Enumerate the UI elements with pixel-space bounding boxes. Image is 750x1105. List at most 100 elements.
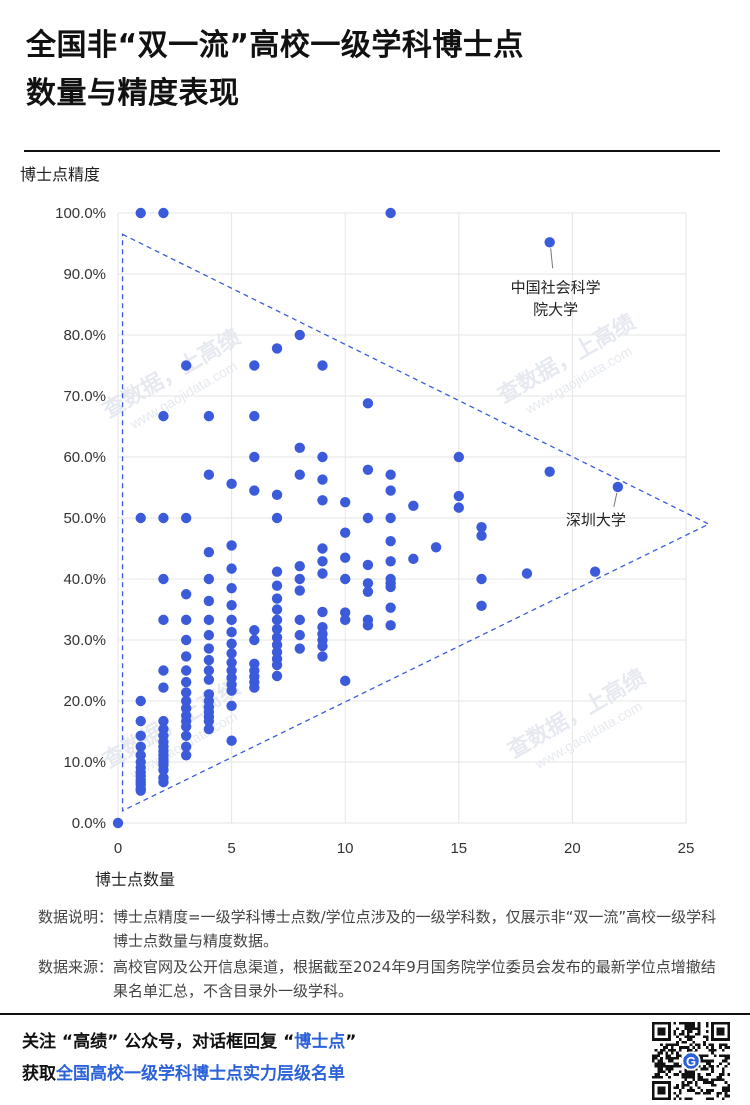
data-point: [362, 464, 374, 476]
data-point: [271, 489, 283, 501]
data-point: [385, 207, 396, 219]
data-point: [271, 639, 283, 651]
data-point: [203, 665, 215, 676]
note-description-label: 数据说明：: [38, 908, 114, 926]
title-block: 全国非“双一流”高校一级学科博士点 数量与精度表现: [26, 22, 716, 118]
data-point: [294, 560, 305, 572]
data-point: [203, 546, 215, 558]
data-point: [340, 675, 351, 687]
data-point: [385, 485, 396, 496]
y-tick-label: 90.0%: [63, 266, 106, 283]
data-point: [362, 578, 374, 589]
x-axis-title: 博士点数量: [95, 871, 175, 889]
data-point: [249, 410, 260, 422]
footer-list-link[interactable]: 全国高校一级学科博士点实力层级名单: [56, 1064, 345, 1084]
data-point: [453, 502, 464, 513]
data-point: [135, 741, 146, 752]
data-point: [521, 568, 533, 579]
footer-line-1: 关注 “高绩” 公众号，对话框回复 “博士点”: [22, 1026, 356, 1058]
data-point: [408, 553, 419, 565]
footer-line-2: 获取全国高校一级学科博士点实力层级名单: [22, 1058, 356, 1090]
data-point: [226, 582, 237, 594]
data-point: [158, 573, 169, 585]
data-point: [203, 469, 215, 480]
data-point: [385, 512, 396, 524]
data-point: [544, 466, 555, 477]
data-point: [158, 715, 169, 727]
data-point: [180, 695, 192, 707]
data-point: [271, 659, 283, 671]
data-point: [226, 600, 237, 611]
data-point: [180, 721, 192, 732]
data-point: [317, 451, 328, 463]
footer-keyword: 博士点: [294, 1032, 346, 1052]
data-point: [226, 614, 237, 626]
data-point: [453, 451, 464, 463]
data-point: [203, 614, 215, 626]
data-point: [385, 469, 396, 480]
data-point: [203, 723, 215, 735]
data-point: [544, 237, 555, 248]
data-point: [294, 585, 305, 596]
data-point: [294, 573, 305, 585]
data-point: [340, 573, 351, 585]
annotation-label: 院大学: [533, 300, 578, 318]
points-layer: [112, 207, 624, 829]
data-point: [135, 785, 146, 796]
data-point: [203, 654, 215, 666]
data-point: [294, 329, 305, 341]
data-point: [476, 600, 487, 612]
y-tick-label: 40.0%: [63, 571, 106, 588]
data-point: [340, 614, 351, 626]
data-point: [271, 623, 283, 635]
data-point: [135, 730, 146, 741]
data-point: [430, 542, 442, 553]
y-tick-label: 20.0%: [63, 693, 106, 710]
x-tick-label: 5: [227, 840, 235, 857]
data-point: [340, 607, 351, 618]
annotation-label: 中国社会科学: [511, 279, 601, 296]
note-description: 数据说明： 博士点精度=一级学科博士点数/学位点涉及的一级学科数，仅展示非“双一…: [38, 905, 728, 953]
data-point: [249, 625, 260, 636]
data-point: [135, 207, 146, 219]
x-tick-label: 10: [337, 840, 354, 857]
data-point: [203, 595, 215, 607]
note-source: 数据来源： 高校官网及公开信息渠道，根据截至2024年9月国务院学位委员会发布的…: [38, 955, 728, 1003]
data-point: [158, 665, 169, 676]
data-point: [226, 478, 237, 490]
data-point: [271, 566, 283, 577]
data-point: [476, 521, 487, 533]
data-point: [226, 626, 237, 638]
data-point: [226, 563, 237, 574]
reference-triangle: [121, 233, 711, 812]
data-point: [476, 530, 487, 541]
data-point: [158, 776, 169, 788]
qr-code-icon: G: [652, 1022, 730, 1100]
data-point: [180, 360, 192, 371]
data-point: [180, 651, 192, 662]
data-point: [226, 638, 237, 649]
y-tick-label: 0.0%: [72, 815, 106, 832]
data-point: [203, 715, 215, 727]
y-tick-label: 60.0%: [63, 449, 106, 466]
data-point: [294, 469, 305, 480]
data-point: [249, 451, 260, 463]
data-point: [294, 629, 305, 641]
data-point: [180, 614, 192, 626]
data-point: [226, 700, 237, 712]
data-point: [385, 535, 396, 547]
data-point: [385, 556, 396, 567]
data-point: [385, 602, 396, 613]
data-point: [612, 481, 624, 493]
data-point: [249, 360, 260, 371]
footer-line-2-prefix: 获取: [22, 1064, 56, 1084]
data-point: [476, 573, 487, 585]
data-point: [317, 568, 328, 579]
data-point: [317, 640, 328, 652]
svg-text:G: G: [686, 1054, 696, 1069]
data-point: [317, 474, 328, 485]
